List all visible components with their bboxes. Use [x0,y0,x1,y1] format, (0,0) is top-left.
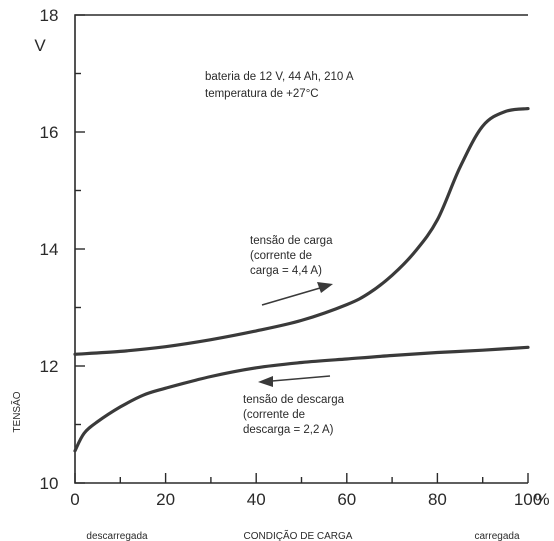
y-unit-label: V [34,36,46,55]
discharge-direction-arrow [258,375,331,387]
battery-spec-line: bateria de 12 V, 44 Ah, 210 A [205,71,354,83]
y-tick-label: 14 [40,240,59,259]
charge-current-note: carga = 4,4 A) [250,265,322,277]
discharge-current-note: descarga = 2,2 A) [243,424,334,436]
x-tick-label: 0 [70,490,79,509]
y-tick-label: 10 [40,474,59,493]
x-left-caption: descarregada [86,531,148,541]
x-axis-ticks: 0 20 40 60 80 100 [70,473,542,509]
x-tick-label: 80 [428,490,447,509]
discharge-series-label: tensão de descarga [243,394,345,406]
discharge-series-note: (corrente de [243,409,305,421]
x-tick-label: 100 [514,490,542,509]
charge-series-note: (corrente de [250,250,312,262]
x-unit-label: % [534,490,549,509]
charge-series-label: tensão de carga [250,235,333,247]
discharge-voltage-line [73,345,530,453]
charge-direction-arrow [261,282,333,306]
x-right-caption: carregada [474,531,519,541]
y-tick-label: 12 [40,357,59,376]
charge-voltage-line [73,107,530,356]
x-tick-label: 60 [337,490,356,509]
x-tick-label: 20 [156,490,175,509]
y-tick-label: 16 [40,123,59,142]
x-axis-label: CONDIÇÃO DE CARGA [244,529,353,541]
y-axis-label: TENSÃO [10,391,23,432]
y-tick-label: 18 [40,6,59,25]
temperature-line: temperatura de +27°C [205,88,319,100]
y-axis-ticks: 10 12 14 16 18 [40,6,85,493]
x-tick-label: 40 [247,490,266,509]
